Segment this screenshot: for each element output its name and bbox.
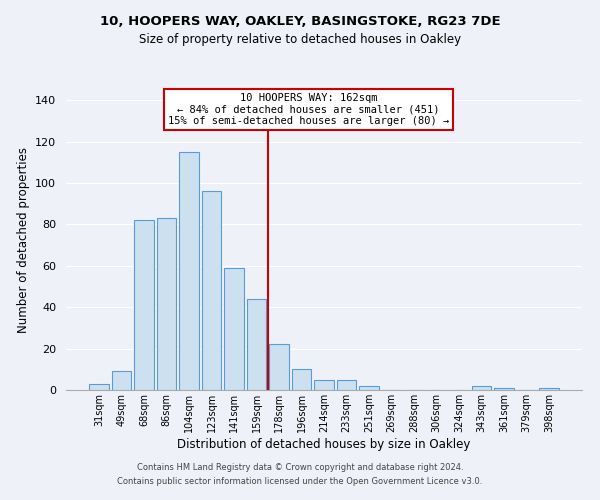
- Bar: [539, 388, 559, 390]
- X-axis label: Distribution of detached houses by size in Oakley: Distribution of detached houses by size …: [178, 438, 470, 450]
- Y-axis label: Number of detached properties: Number of detached properties: [17, 147, 29, 333]
- Bar: [269, 344, 289, 390]
- Text: Contains HM Land Registry data © Crown copyright and database right 2024.: Contains HM Land Registry data © Crown c…: [137, 464, 463, 472]
- Bar: [157, 218, 176, 390]
- Bar: [89, 384, 109, 390]
- Bar: [202, 192, 221, 390]
- Bar: [337, 380, 356, 390]
- Bar: [292, 370, 311, 390]
- Bar: [359, 386, 379, 390]
- Bar: [179, 152, 199, 390]
- Bar: [112, 372, 131, 390]
- Bar: [134, 220, 154, 390]
- Bar: [224, 268, 244, 390]
- Text: 10 HOOPERS WAY: 162sqm
← 84% of detached houses are smaller (451)
15% of semi-de: 10 HOOPERS WAY: 162sqm ← 84% of detached…: [168, 93, 449, 126]
- Bar: [314, 380, 334, 390]
- Bar: [472, 386, 491, 390]
- Bar: [494, 388, 514, 390]
- Text: Contains public sector information licensed under the Open Government Licence v3: Contains public sector information licen…: [118, 477, 482, 486]
- Text: Size of property relative to detached houses in Oakley: Size of property relative to detached ho…: [139, 32, 461, 46]
- Text: 10, HOOPERS WAY, OAKLEY, BASINGSTOKE, RG23 7DE: 10, HOOPERS WAY, OAKLEY, BASINGSTOKE, RG…: [100, 15, 500, 28]
- Bar: [247, 299, 266, 390]
